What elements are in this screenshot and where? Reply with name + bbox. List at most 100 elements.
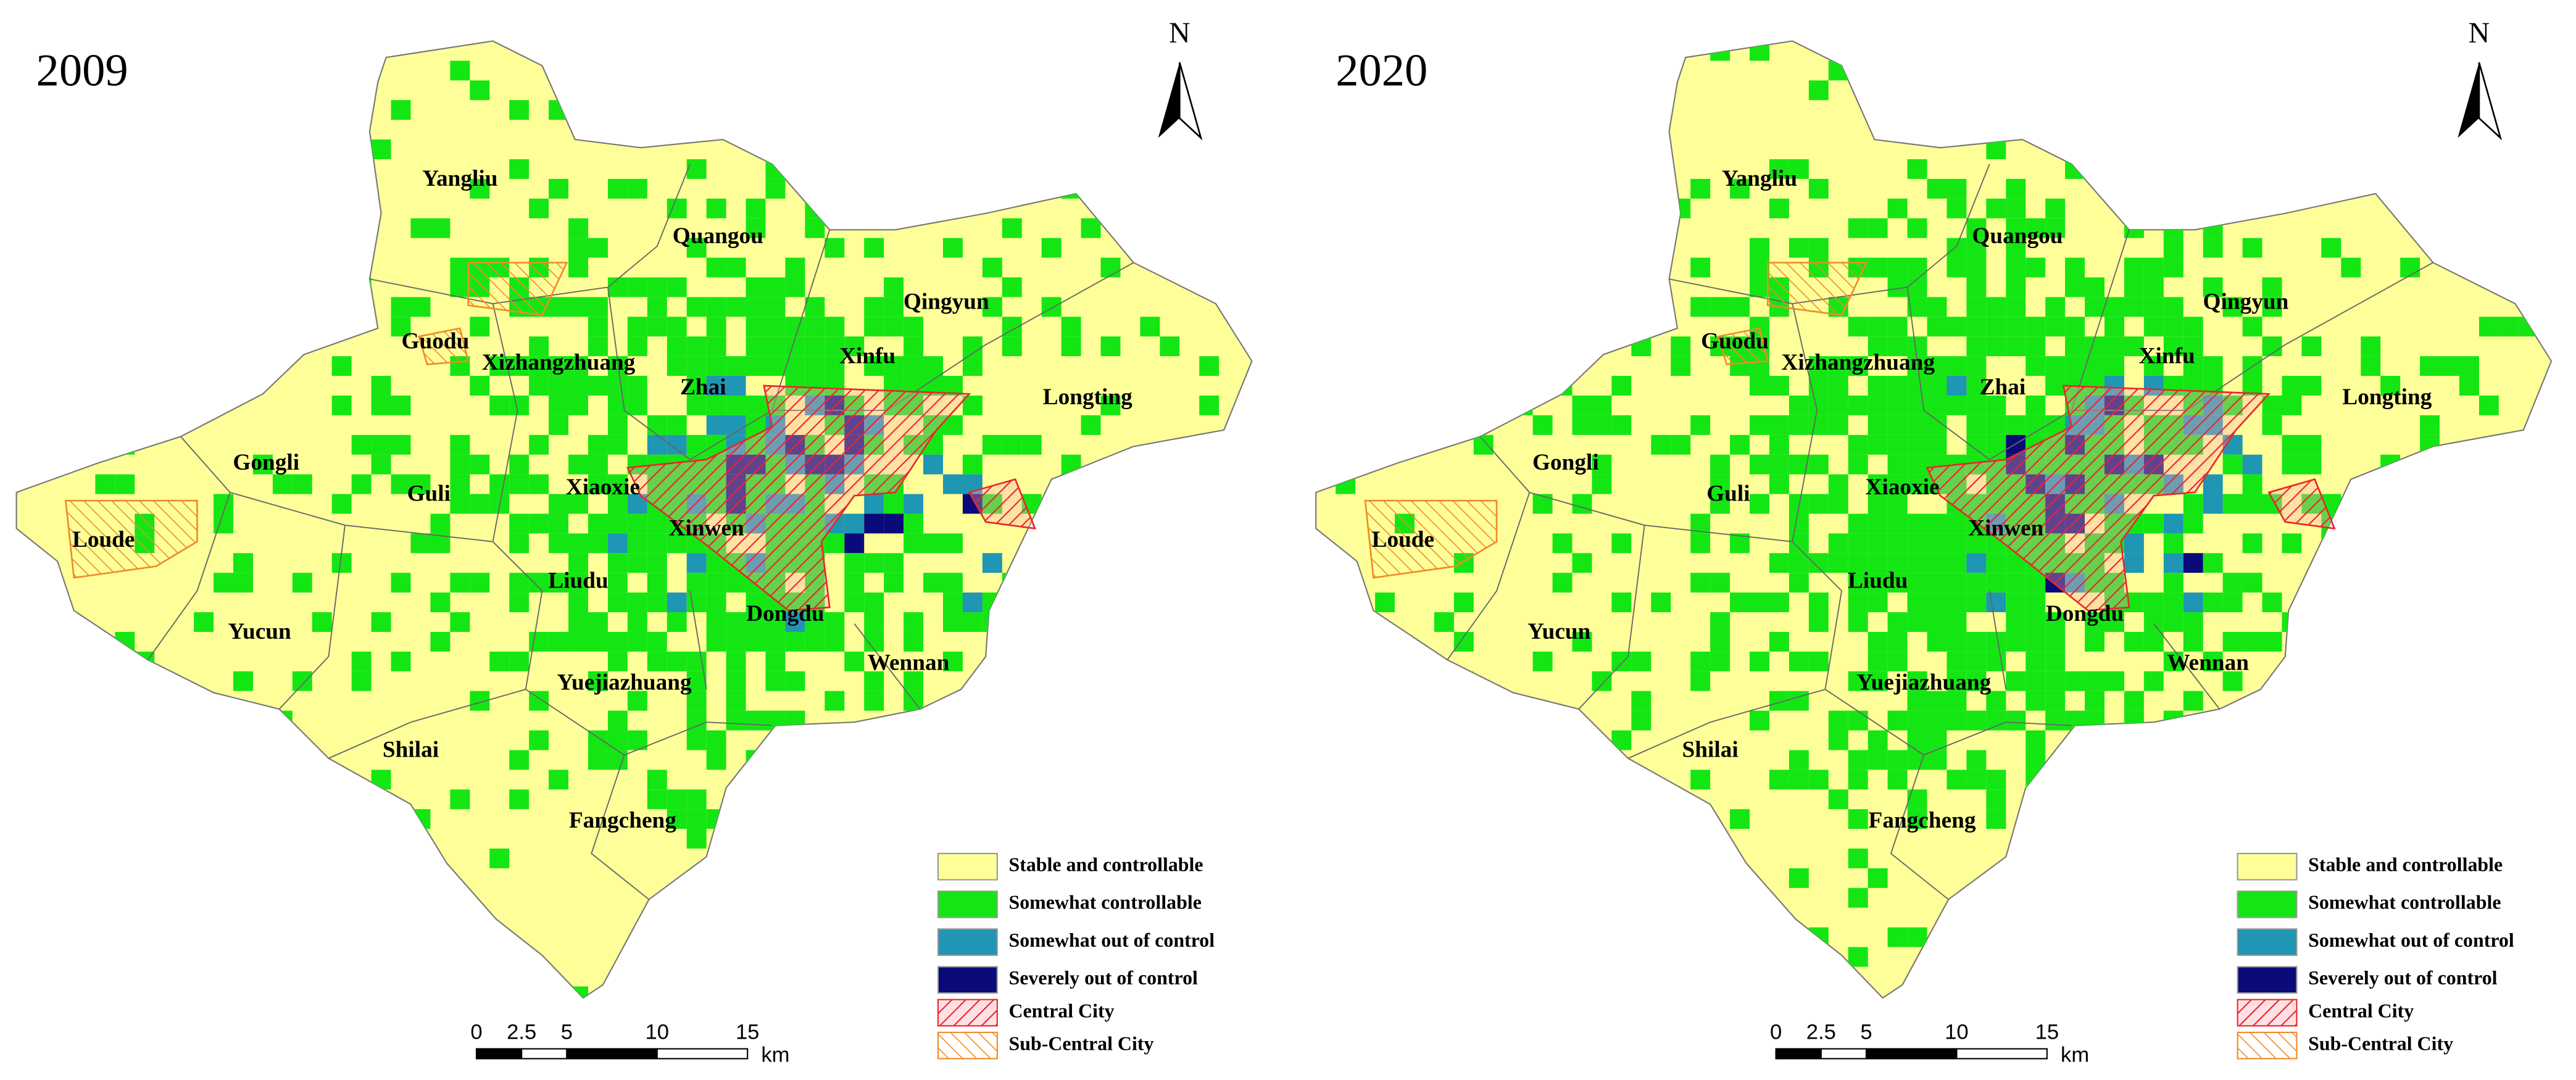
grid-cell — [2104, 671, 2124, 691]
grid-cell — [1986, 592, 2006, 613]
legend-label: Somewhat out of control — [1008, 929, 1215, 951]
grid-cell — [2085, 631, 2105, 652]
grid-cell — [1947, 257, 1967, 278]
grid-cell — [864, 829, 884, 849]
grid-cell — [825, 612, 845, 632]
grid-cell — [2163, 317, 2183, 337]
grid-cell — [1868, 631, 1888, 652]
grid-cell — [1769, 553, 1789, 573]
grid-cell — [391, 395, 411, 415]
grid-cell — [588, 376, 608, 396]
grid-cell — [1750, 710, 1769, 731]
scale-segment — [1865, 1048, 1958, 1060]
grid-cell — [1769, 631, 1789, 652]
grid-cell — [2282, 454, 2302, 475]
grid-cell — [2025, 218, 2046, 238]
grid-cell — [450, 454, 470, 475]
grid-cell — [1907, 454, 1927, 475]
grid-cell — [450, 612, 470, 632]
grid-cell — [2006, 238, 2026, 258]
grid-cell — [2045, 612, 2066, 632]
grid-cell — [1532, 415, 1553, 435]
grid-cell — [1789, 159, 1809, 179]
grid-cell — [1868, 730, 1888, 750]
grid-cell — [1887, 454, 1908, 475]
grid-cell — [1986, 691, 2006, 711]
sub-central-city — [64, 499, 198, 579]
grid-cell — [1927, 573, 1947, 593]
grid-cell — [1473, 297, 1494, 317]
grid-cell — [1887, 198, 1908, 218]
grid-cell — [2203, 277, 2223, 297]
grid-cell — [607, 434, 628, 455]
grid-cell — [1414, 238, 1434, 258]
grid-cell — [2085, 671, 2105, 691]
grid-cell — [765, 356, 786, 376]
district-boundary — [689, 591, 707, 690]
grid-cell — [470, 376, 490, 396]
grid-cell — [1513, 395, 1533, 415]
place-label: Yangliu — [422, 166, 497, 191]
grid-cell — [509, 750, 530, 770]
grid-cell — [1690, 671, 1711, 691]
grid-cell — [2006, 592, 2026, 613]
grid-cell — [667, 592, 687, 613]
grid-cell — [529, 730, 549, 750]
scale-tick-label: 15 — [736, 1021, 759, 1044]
scale-unit: km — [761, 1044, 789, 1067]
grid-cell — [884, 809, 904, 829]
grid-cell — [982, 710, 1002, 731]
grid-cell — [351, 474, 372, 494]
grid-cell — [2478, 573, 2499, 593]
district-boundary — [607, 230, 831, 460]
grid-cell — [2045, 710, 2066, 731]
grid-cell — [1868, 592, 1888, 613]
grid-cell — [2045, 671, 2066, 691]
grid-cell — [1769, 415, 1789, 435]
legend-swatch — [937, 928, 998, 956]
grid-cell — [1887, 474, 1908, 494]
grid-cell — [1041, 238, 1062, 258]
grid-cell — [1907, 159, 1927, 179]
grid-cell — [430, 513, 451, 534]
grid-cell — [1061, 533, 1081, 554]
grid-cell — [1848, 592, 1868, 613]
grid-cell — [292, 317, 312, 337]
grid-cell — [1081, 218, 1101, 238]
grid-cell — [667, 336, 687, 357]
grid-cell — [2006, 218, 2026, 238]
grid-cell — [1611, 789, 1632, 810]
grid-cell — [1907, 218, 1927, 238]
grid-cell — [292, 100, 312, 120]
place-label: Guodu — [1701, 328, 1769, 354]
grid-cell — [2301, 178, 2322, 199]
grid-cell — [1769, 770, 1789, 790]
grid-cell — [1808, 80, 1829, 101]
grid-cell — [489, 849, 510, 868]
grid-cell — [1966, 750, 1987, 770]
grid-cell — [864, 100, 884, 120]
grid-cell — [351, 789, 372, 810]
grid-cell — [686, 573, 707, 593]
grid-cell — [568, 533, 588, 554]
grid-cell — [351, 651, 372, 671]
grid-cell — [765, 631, 786, 652]
grid-cell — [2143, 592, 2164, 613]
grid-cell — [1690, 178, 1711, 199]
grid-cell — [1848, 434, 1868, 455]
grid-cell — [1140, 612, 1160, 632]
grid-cell — [568, 592, 588, 613]
grid-cell — [95, 198, 115, 218]
grid-cell — [923, 750, 943, 770]
grid-cell — [2143, 513, 2164, 534]
place-label: Fangcheng — [569, 808, 676, 833]
grid-cell — [647, 651, 667, 671]
grid-cell — [2498, 573, 2519, 593]
place-label: Dongdu — [2046, 601, 2124, 626]
grid-cell — [2163, 651, 2183, 671]
grid-cell — [2025, 829, 2046, 849]
grid-cell — [765, 671, 786, 691]
grid-cell — [2420, 553, 2440, 573]
grid-cell — [154, 336, 175, 357]
grid-cell — [1808, 494, 1829, 514]
